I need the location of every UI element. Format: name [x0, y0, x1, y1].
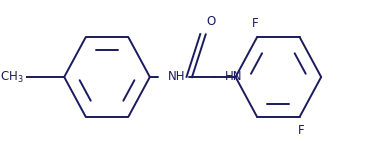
Text: NH: NH	[168, 71, 185, 83]
Text: O: O	[206, 15, 216, 28]
Text: HN: HN	[225, 71, 243, 83]
Text: F: F	[252, 17, 259, 30]
Text: F: F	[298, 124, 305, 137]
Text: CH$_3$: CH$_3$	[0, 69, 24, 85]
